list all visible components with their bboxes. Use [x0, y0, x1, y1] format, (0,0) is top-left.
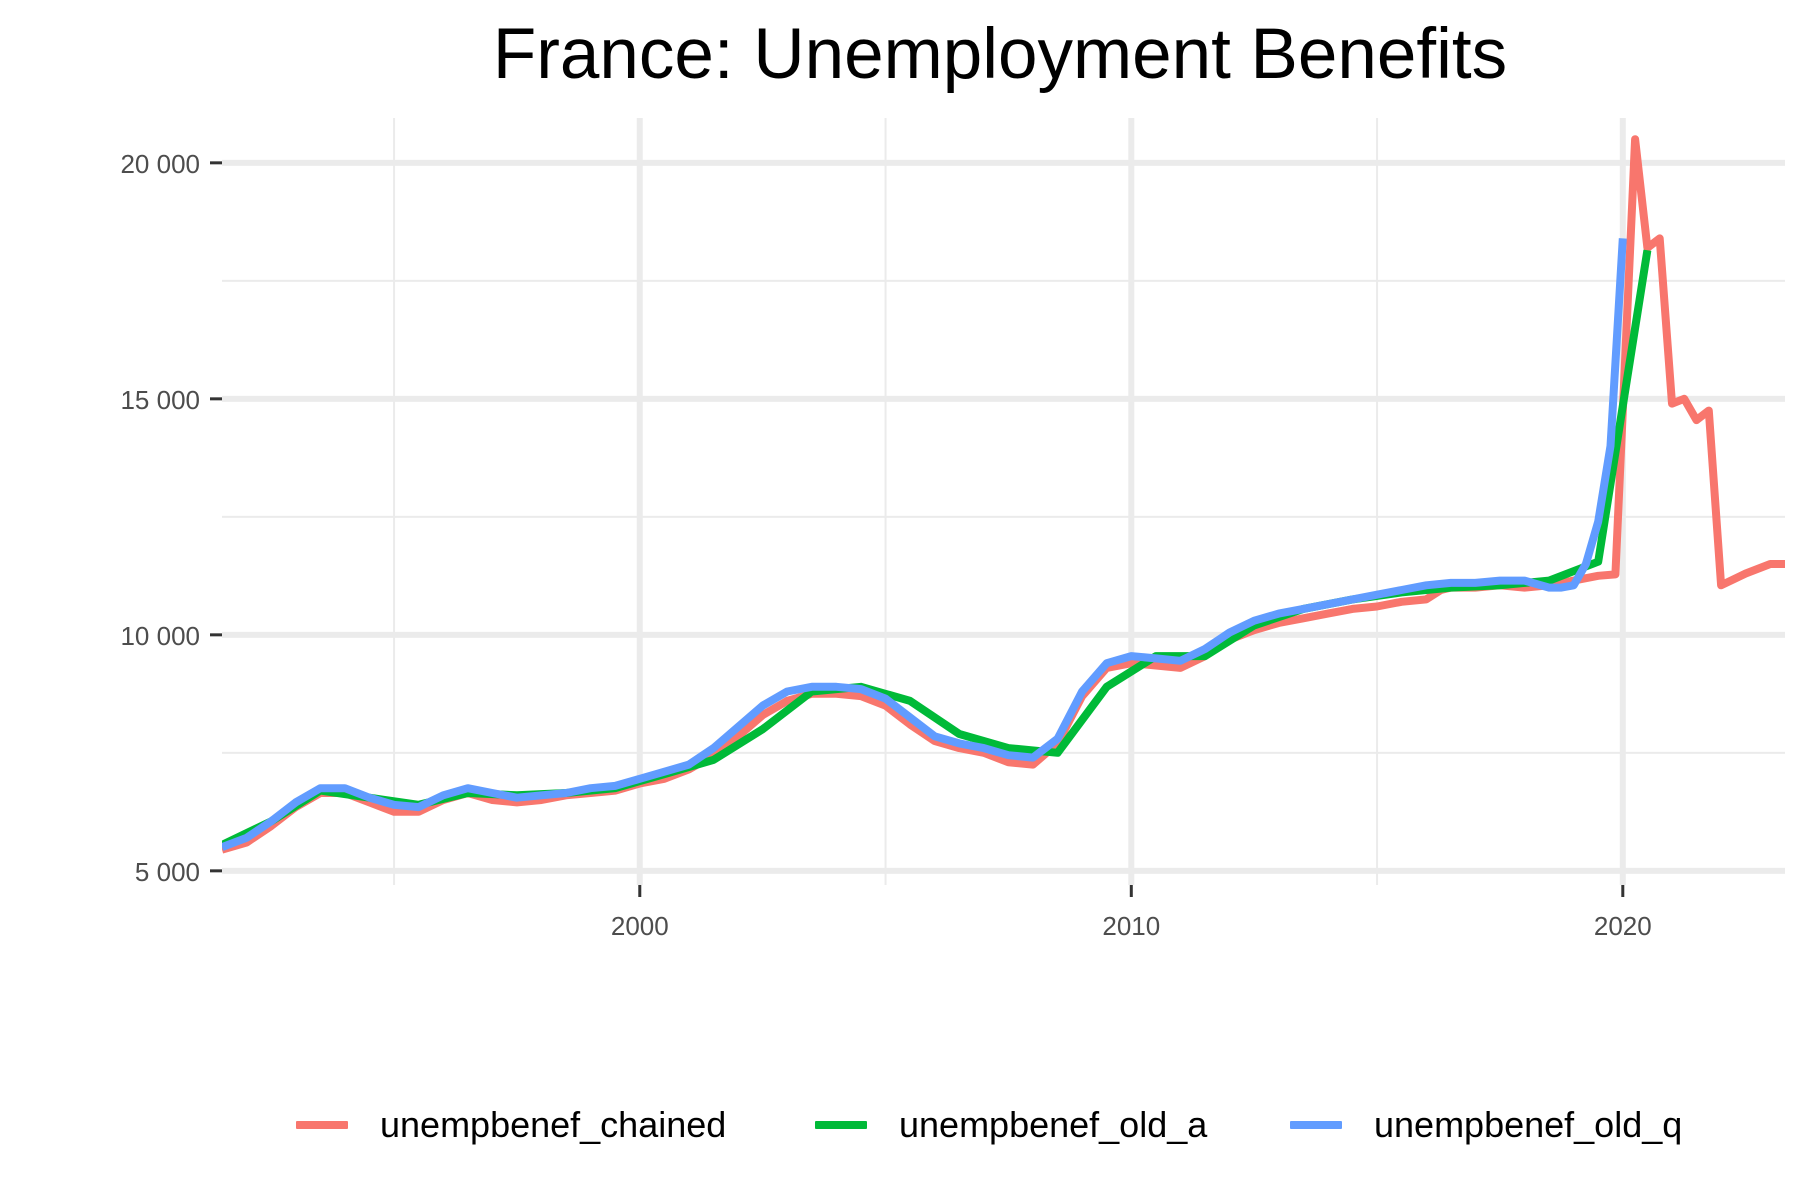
- x-axis: 2000 2010 2020: [611, 885, 1652, 941]
- legend-label-unempbenef-old-a: unempbenef_old_a: [899, 1104, 1208, 1145]
- legend-item-unempbenef-old-a: unempbenef_old_a: [815, 1095, 1207, 1155]
- x-tick-label: 2020: [1594, 911, 1652, 941]
- legend-label-unempbenef-old-q: unempbenef_old_q: [1374, 1104, 1683, 1145]
- y-tick-label: 15 000: [120, 385, 200, 415]
- series-lines: [222, 135, 1785, 854]
- y-axis: 5 000 10 000 15 000 20 000: [120, 149, 222, 887]
- legend-key-unempbenef-chained: [296, 1121, 348, 1129]
- series-line-unempbenef-old-a: [222, 249, 1652, 849]
- x-tick-label: 2010: [1102, 911, 1160, 941]
- minor-gridlines: [222, 118, 1785, 885]
- series-line-unempbenef-old-q: [222, 238, 1627, 851]
- legend: unempbenef_chained unempbenef_old_a unem…: [0, 1095, 1800, 1155]
- legend-key-unempbenef-old-a: [815, 1121, 867, 1129]
- y-tick-label: 20 000: [120, 149, 200, 179]
- y-tick-label: 10 000: [120, 621, 200, 651]
- major-gridlines: [222, 118, 1785, 885]
- legend-item-unempbenef-chained: unempbenef_chained: [296, 1095, 726, 1155]
- legend-key-unempbenef-old-q: [1290, 1121, 1342, 1129]
- legend-item-unempbenef-old-q: unempbenef_old_q: [1290, 1095, 1682, 1155]
- x-tick-label: 2000: [611, 911, 669, 941]
- legend-label-unempbenef-chained: unempbenef_chained: [380, 1104, 727, 1145]
- y-tick-label: 5 000: [135, 857, 200, 887]
- chart-title: France: Unemployment Benefits: [492, 15, 1508, 94]
